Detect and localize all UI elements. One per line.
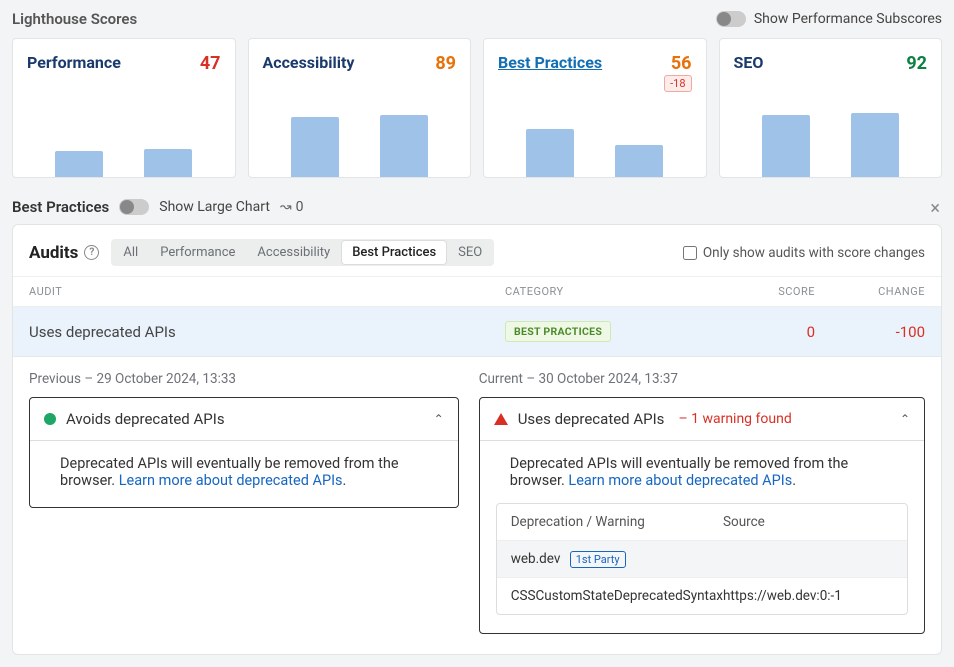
card-title: Accessibility [263,53,355,72]
tab-best-practices[interactable]: Best Practices [342,241,446,264]
trend: ↝ 0 [280,199,304,215]
trend-value: 0 [296,199,304,215]
card-score: 56 [671,53,692,74]
bar [380,115,428,177]
bar [55,151,103,177]
audit-category: BEST PRACTICES [505,321,705,342]
col-audit: AUDIT [29,285,505,298]
chevron-up-icon: ⌃ [900,412,910,426]
bar [762,115,810,177]
tab-accessibility[interactable]: Accessibility [247,241,340,264]
section-bar: Best Practices Show Large Chart ↝ 0 × [0,190,954,224]
score-cards: Performance 47 Accessibility 89 Best Practic… [0,34,954,190]
tab-all[interactable]: All [113,241,148,264]
close-icon[interactable]: × [930,198,940,219]
bar [851,113,899,177]
card-score: 47 [200,53,221,74]
lighthouse-header: Lighthouse Scores Show Performance Subsc… [0,0,954,34]
card-score: 92 [906,53,927,74]
deprecation-detail-row: CSSCustomStateDeprecatedSyntax https://w… [497,578,907,614]
current-acc-head[interactable]: Uses deprecated APIs – 1 warning found ⌃ [480,398,924,441]
audits-panel-top: Audits ? AllPerformanceAccessibilityBest… [13,225,941,276]
compare-grid: Previous – 29 October 2024, 13:33 Avoids… [13,357,941,654]
mini-bar-chart [263,111,457,177]
audit-name: Uses deprecated APIs [29,323,505,341]
bar [144,149,192,177]
card-title: SEO [734,53,764,72]
audit-tabs: AllPerformanceAccessibilityBest Practice… [111,239,494,266]
compare-current: Current – 30 October 2024, 13:37 Uses de… [479,371,925,634]
current-acc-body: Deprecated APIs will eventually be remov… [480,441,924,633]
tab-seo[interactable]: SEO [448,241,492,264]
previous-accordion: Avoids deprecated APIs ⌃ Deprecated APIs… [29,397,459,508]
card-score: 89 [435,53,456,74]
deprecation-domain-row: web.dev 1st Party [497,541,907,578]
compare-previous: Previous – 29 October 2024, 13:33 Avoids… [29,371,459,634]
learn-more-link[interactable]: Learn more about deprecated APIs [568,472,792,489]
pass-icon [44,413,56,425]
col-change: CHANGE [815,285,925,298]
chevron-up-icon: ⌃ [434,412,444,426]
score-card-seo: SEO 92 [719,38,943,178]
mini-bar-chart [27,111,221,177]
previous-label: Previous – 29 October 2024, 13:33 [29,371,459,387]
audit-score: 0 [705,323,815,341]
perf-subscores-label: Show Performance Subscores [754,11,942,27]
trend-icon: ↝ [280,199,292,215]
audits-panel: Audits ? AllPerformanceAccessibilityBest… [12,224,942,655]
current-acc-title: Uses deprecated APIs [518,410,665,428]
large-chart-label: Show Large Chart [159,199,270,215]
bar [526,129,574,177]
previous-acc-body: Deprecated APIs will eventually be remov… [30,441,458,507]
card-title[interactable]: Best Practices [498,53,602,72]
card-title: Performance [27,53,121,72]
party-badge: 1st Party [570,551,626,568]
score-card-accessibility: Accessibility 89 [248,38,472,178]
help-icon[interactable]: ? [84,245,99,260]
learn-more-link[interactable]: Learn more about deprecated APIs [119,472,343,489]
bar [615,145,663,177]
fail-icon [494,413,508,425]
audit-row[interactable]: Uses deprecated APIs BEST PRACTICES 0 -1… [13,307,941,357]
audit-change: -100 [815,323,925,341]
page-title: Lighthouse Scores [12,10,137,28]
score-card-best-practices[interactable]: Best Practices 56-18 [483,38,707,178]
section-title: Best Practices [12,198,109,216]
large-chart-toggle[interactable] [119,199,149,215]
col-category: CATEGORY [505,285,705,298]
audit-table-head: AUDIT CATEGORY SCORE CHANGE [13,276,941,307]
warning-text: – 1 warning found [678,411,791,427]
current-label: Current – 30 October 2024, 13:37 [479,371,925,387]
deprecation-table: Deprecation / Warning Source web.dev 1st… [496,503,908,615]
mini-bar-chart [734,111,928,177]
bar [291,117,339,177]
perf-subscores-toggle[interactable] [716,11,746,27]
mini-bar-chart [498,111,692,177]
audits-title: Audits ? [29,243,99,263]
only-changes-filter[interactable]: Only show audits with score changes [683,245,925,261]
score-change-badge: -18 [664,75,691,92]
score-card-performance: Performance 47 [12,38,236,178]
tab-performance[interactable]: Performance [150,241,245,264]
current-accordion: Uses deprecated APIs – 1 warning found ⌃… [479,397,925,634]
previous-acc-title: Avoids deprecated APIs [66,410,225,428]
deprecation-table-head: Deprecation / Warning Source [497,504,907,541]
col-score: SCORE [705,285,815,298]
perf-subscores-toggle-wrap: Show Performance Subscores [716,11,942,27]
previous-acc-head[interactable]: Avoids deprecated APIs ⌃ [30,398,458,441]
only-changes-checkbox[interactable] [683,246,697,260]
